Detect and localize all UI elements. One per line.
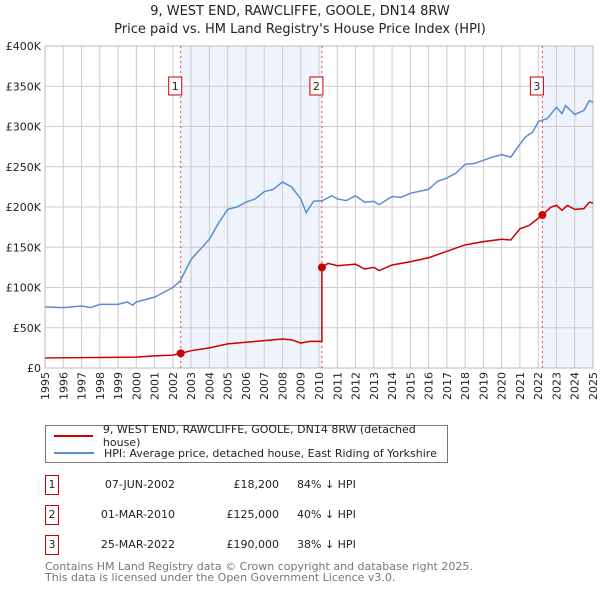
x-tick-label: 1997 <box>76 372 89 400</box>
legend: 9, WEST END, RAWCLIFFE, GOOLE, DN14 8RW … <box>45 423 448 463</box>
sale-date: 01-MAR-2010 <box>100 508 175 521</box>
y-tick-label: £300K <box>6 121 42 134</box>
x-tick-label: 2025 <box>587 372 600 400</box>
sale-marker: 3 <box>45 535 59 555</box>
sale-marker-box <box>168 76 183 96</box>
x-tick-label: 2005 <box>222 372 235 400</box>
footer-copyright: Contains HM Land Registry data © Crown c… <box>45 560 473 573</box>
x-tick-label: 2023 <box>550 372 563 400</box>
legend-property: 9, WEST END, RAWCLIFFE, GOOLE, DN14 8RW … <box>54 423 447 449</box>
plot-border <box>44 45 594 369</box>
x-tick-label: 2000 <box>130 372 143 400</box>
property-line <box>44 201 594 359</box>
y-tick-label: £0 <box>27 362 41 375</box>
x-tick-label: 1998 <box>94 372 107 400</box>
sale-hpi-diff: 40% ↓ HPI <box>297 508 356 521</box>
legend-swatch-hpi <box>54 452 94 454</box>
chart-subtitle: Price paid vs. HM Land Registry's House … <box>114 22 486 37</box>
sale-marker: 2 <box>45 505 59 525</box>
y-tick-label: £50K <box>13 322 42 335</box>
x-tick-label: 2015 <box>404 372 417 400</box>
x-tick-label: 2006 <box>240 372 253 400</box>
sale-marker-label: 3 <box>533 80 540 93</box>
price-chart: 1995 1996 1997 1998 1999 2000 2001 2002 2003 2004… <box>6 40 600 400</box>
sale-marker-box <box>309 76 324 96</box>
chart-title: 9, WEST END, RAWCLIFFE, GOOLE, DN14 8RW <box>150 4 450 19</box>
sale-marker-label: 1 <box>172 80 179 93</box>
legend-label: HPI: Average price, detached house, East… <box>104 446 437 460</box>
x-tick-label: 2016 <box>423 372 436 400</box>
y-tick-label: £250K <box>6 161 42 174</box>
x-tick-label: 1999 <box>112 372 125 400</box>
sale-marker-label: 2 <box>313 80 320 93</box>
x-tick-label: 2020 <box>496 372 509 400</box>
x-tick-label: 2021 <box>514 372 527 400</box>
legend-hpi: HPI: Average price, detached house, East… <box>54 446 437 460</box>
sale-date: 07-JUN-2002 <box>104 478 175 491</box>
x-tick-label: 2014 <box>386 372 399 400</box>
y-tick-label: £200K <box>6 201 42 214</box>
sale-hpi-diff: 84% ↓ HPI <box>297 478 356 491</box>
x-tick-label: 2024 <box>569 372 582 400</box>
x-tick-label: 2001 <box>149 372 162 400</box>
sale-price: £190,000 <box>226 538 280 551</box>
sale-date: 25-MAR-2022 <box>100 538 175 551</box>
sale-point <box>538 211 547 220</box>
sale-marker: 1 <box>45 475 59 495</box>
x-tick-label: 2012 <box>350 372 363 400</box>
footer-licence: This data is licensed under the Open Gov… <box>45 571 396 584</box>
x-tick-label: 2009 <box>295 372 308 400</box>
hpi-line <box>44 99 594 309</box>
x-tick-label: 2013 <box>368 372 381 400</box>
sale-hpi-diff: 38% ↓ HPI <box>297 538 356 551</box>
sale-point <box>317 263 326 272</box>
y-tick-label: £150K <box>6 241 42 254</box>
x-tick-label: 2010 <box>313 372 326 400</box>
sale-price: £18,200 <box>233 478 280 491</box>
x-tick-label: 2002 <box>167 372 180 400</box>
sale-point <box>176 349 185 358</box>
legend-swatch-property <box>54 435 93 437</box>
x-tick-label: 2017 <box>441 372 454 400</box>
x-tick-label: 2011 <box>331 372 344 400</box>
x-tick-label: 2003 <box>185 372 198 400</box>
sale-price: £125,000 <box>226 508 280 521</box>
x-tick-label: 2018 <box>459 372 472 400</box>
sale-marker-box <box>529 76 544 96</box>
y-tick-label: £350K <box>6 80 42 93</box>
x-tick-label: 2007 <box>258 372 271 400</box>
x-tick-label: 2022 <box>532 372 545 400</box>
y-tick-label: £400K <box>6 40 42 53</box>
legend-label: 9, WEST END, RAWCLIFFE, GOOLE, DN14 8RW … <box>102 423 416 449</box>
x-tick-label: 1995 <box>39 372 52 400</box>
x-tick-label: 2019 <box>477 372 490 400</box>
x-tick-label: 2004 <box>203 372 216 400</box>
x-tick-label: 2008 <box>276 372 289 400</box>
y-tick-label: £100K <box>6 282 42 295</box>
x-tick-label: 1996 <box>57 372 70 400</box>
